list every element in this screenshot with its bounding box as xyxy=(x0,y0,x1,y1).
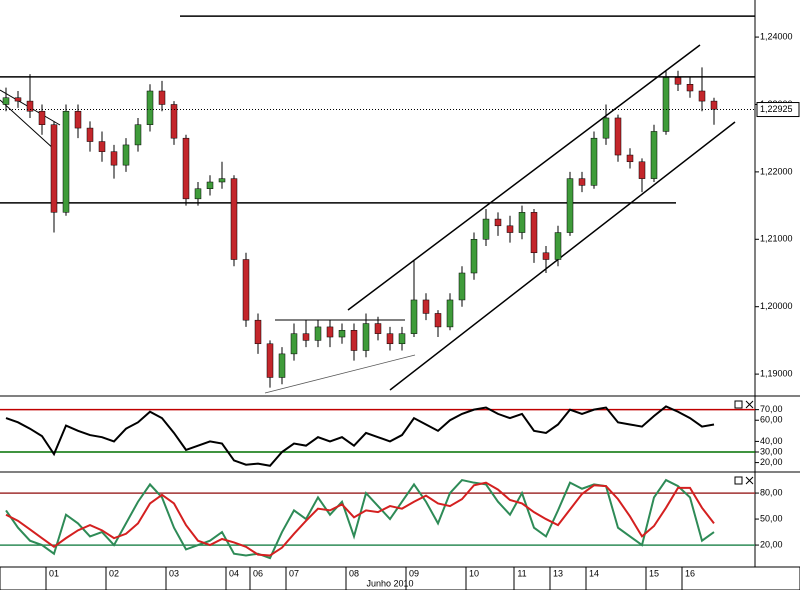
candle-body xyxy=(422,299,430,314)
x-tick-label: 13 xyxy=(553,568,563,578)
candle-body xyxy=(410,299,418,334)
x-tick-label: 14 xyxy=(589,568,599,578)
candle-body xyxy=(518,212,526,233)
candle-body xyxy=(254,319,262,345)
candle-body xyxy=(206,181,214,189)
y-tick-label: 20,00 xyxy=(760,539,783,549)
x-tick-label: 09 xyxy=(409,568,419,578)
y-tick-label: 1,21000 xyxy=(760,234,793,244)
candle-body xyxy=(314,326,322,341)
y-tick-label: 1,24000 xyxy=(760,31,793,41)
candle-body xyxy=(158,90,166,105)
candle-body xyxy=(698,90,706,102)
indicator-line xyxy=(5,405,715,467)
y-tick-label: 1,19000 xyxy=(760,368,793,378)
candle-body xyxy=(266,343,274,378)
y-tick-label: 80,00 xyxy=(760,487,783,497)
y-tick-label: 60,00 xyxy=(760,415,783,425)
candle-body xyxy=(62,110,70,213)
x-tick-label: 10 xyxy=(469,568,479,578)
candle-body xyxy=(530,212,538,254)
y-tick-label: 30,00 xyxy=(760,446,783,456)
candle-body xyxy=(686,84,694,92)
candle-body xyxy=(2,97,10,105)
candle-body xyxy=(38,110,46,125)
candle-body xyxy=(566,178,574,233)
y-tick-label: 20,00 xyxy=(760,457,783,467)
x-tick-label: 02 xyxy=(109,568,119,578)
candle-body xyxy=(386,333,394,345)
candle-body xyxy=(662,77,670,132)
candle-body xyxy=(14,97,22,102)
y-tick-label: 70,00 xyxy=(760,404,783,414)
trendlines xyxy=(0,44,736,394)
candle-body xyxy=(326,326,334,338)
candle-body xyxy=(710,100,718,110)
x-tick-label: 03 xyxy=(169,568,179,578)
x-tick-label: 08 xyxy=(349,568,359,578)
candle-body xyxy=(506,225,514,233)
x-tick-label: 16 xyxy=(685,568,695,578)
candle-body xyxy=(146,90,154,125)
candle-body xyxy=(434,313,442,328)
indicator-line xyxy=(5,481,715,557)
candle-body xyxy=(350,330,358,351)
candle-body xyxy=(110,151,118,166)
x-tick-label: 04 xyxy=(229,568,239,578)
x-tick-label: 15 xyxy=(649,568,659,578)
panel-buttons[interactable] xyxy=(734,400,754,485)
candle-body xyxy=(470,239,478,274)
candle-body xyxy=(122,144,130,166)
candle-body xyxy=(194,188,202,200)
candle-body xyxy=(50,124,58,213)
x-tick-label: 06 xyxy=(253,568,263,578)
candle-body xyxy=(554,232,562,260)
candle-body xyxy=(134,124,142,146)
candle-body xyxy=(494,218,502,227)
y-tick-label: 1,20000 xyxy=(760,301,793,311)
candle-body xyxy=(398,333,406,345)
candle-body xyxy=(482,218,490,240)
candle-body xyxy=(446,299,454,328)
candle-body xyxy=(218,178,226,183)
candle-body xyxy=(278,353,286,378)
candle-body xyxy=(302,333,310,341)
last-price-box xyxy=(756,102,800,118)
candle-body xyxy=(602,117,610,139)
candle-body xyxy=(170,104,178,139)
candle-body xyxy=(98,141,106,152)
y-tick-label: 50,00 xyxy=(760,513,783,523)
candle-body xyxy=(290,333,298,355)
candle-body xyxy=(458,272,466,301)
candle-body xyxy=(590,137,598,186)
candle-body xyxy=(674,77,682,85)
candle-body xyxy=(182,137,190,200)
candle-body xyxy=(242,259,250,321)
x-tick-label: 01 xyxy=(49,568,59,578)
candle-body xyxy=(626,154,634,163)
candle-body xyxy=(74,110,82,129)
last-price-label: 1,22925 xyxy=(760,104,793,114)
time-axis xyxy=(0,566,800,590)
candle-body xyxy=(230,178,238,260)
candle-body xyxy=(338,330,346,338)
x-tick-label: 11 xyxy=(517,568,526,578)
candle-body xyxy=(86,127,94,142)
candle-body xyxy=(650,131,658,179)
candle-body xyxy=(614,117,622,156)
candle-body xyxy=(26,100,34,112)
candle-body xyxy=(374,323,382,334)
y-tick-label: 1,22000 xyxy=(760,166,793,176)
candle-body xyxy=(638,161,646,179)
candle-body xyxy=(542,252,550,260)
candle-body xyxy=(362,323,370,351)
y-tick-label: 40,00 xyxy=(760,436,783,446)
x-tick-label: 07 xyxy=(289,568,299,578)
x-axis-label: Junho 2010 xyxy=(366,578,413,588)
candle-body xyxy=(578,178,586,186)
